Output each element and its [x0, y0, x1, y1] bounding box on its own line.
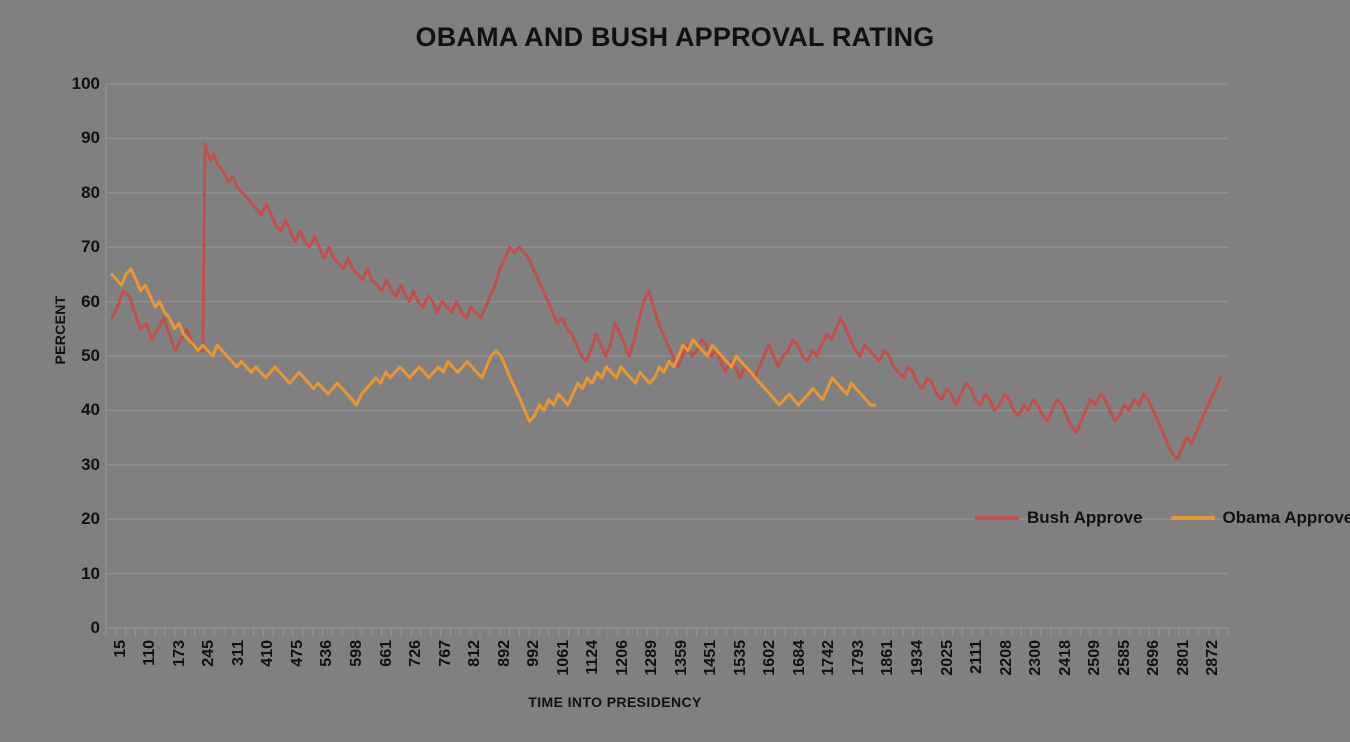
legend-swatch-bush	[975, 516, 1019, 520]
x-tick-label: 2025	[938, 640, 956, 676]
x-tick-label: 1206	[613, 640, 631, 676]
x-tick-label: 2208	[997, 640, 1015, 676]
y-tick-label: 20	[81, 509, 100, 529]
y-tick-label: 0	[90, 618, 100, 637]
x-tick-label: 1359	[672, 640, 690, 676]
y-tick-label: 100	[71, 74, 100, 93]
y-tick-label: 30	[81, 454, 100, 474]
x-tick-label: 661	[377, 640, 395, 667]
x-tick-label: 245	[200, 640, 218, 667]
axis-tick-marks	[105, 628, 1229, 636]
x-tick-label: 2801	[1174, 640, 1192, 676]
x-tick-label: 812	[466, 640, 484, 667]
x-tick-label: 1289	[643, 640, 661, 676]
x-tick-label: 1742	[820, 640, 838, 676]
x-tick-label: 2111	[968, 640, 986, 674]
legend-label-obama: Obama Approve	[1222, 508, 1350, 527]
x-tick-label: 1684	[790, 640, 808, 676]
x-tick-label: 1602	[761, 640, 779, 676]
y-tick-label: 50	[81, 346, 100, 365]
x-tick-label: 1535	[731, 640, 749, 676]
x-tick-label: 536	[318, 640, 336, 667]
x-tick-label: 1793	[849, 640, 867, 676]
x-tick-label: 410	[259, 640, 277, 667]
x-tick-label: 311	[229, 640, 247, 666]
legend-swatch-obama	[1170, 516, 1215, 520]
x-tick-label: 475	[288, 640, 306, 667]
x-tick-label: 2509	[1086, 640, 1104, 676]
x-tick-label: 892	[495, 640, 513, 667]
x-tick-label: 1451	[702, 640, 720, 676]
x-tick-label: 2418	[1056, 640, 1074, 676]
legend-item-bush[interactable]: Bush Approve	[975, 508, 1143, 528]
series-lines	[110, 142, 1222, 461]
y-tick-label: 80	[81, 182, 100, 202]
x-tick-label: 2300	[1027, 640, 1045, 676]
series-line-bush	[110, 142, 1222, 461]
y-tick-label: 60	[81, 291, 100, 311]
legend-label-bush: Bush Approve	[1027, 508, 1143, 527]
chart-title: OBAMA AND BUSH APPROVAL RATING	[415, 22, 935, 52]
x-tick-label: 173	[170, 640, 188, 667]
x-tick-label: 1934	[908, 640, 926, 676]
series-line-obama	[110, 267, 876, 423]
x-tick-label: 2696	[1145, 640, 1163, 676]
y-tick-label: 40	[81, 400, 100, 420]
x-tick-label: 1061	[554, 640, 572, 676]
x-axis-title: TIME INTO PRESIDENCY	[528, 694, 702, 710]
x-tick-label: 2872	[1204, 640, 1222, 676]
y-tick-label: 70	[81, 237, 100, 257]
x-tick-label: 110	[141, 640, 159, 666]
x-tick-label: 2585	[1115, 640, 1133, 676]
x-tick-label: 726	[407, 640, 425, 667]
x-tick-label: 1124	[584, 640, 602, 675]
y-tick-label: 10	[81, 563, 100, 583]
y-tick-label: 90	[81, 128, 100, 148]
x-tick-label: 767	[436, 640, 454, 667]
x-tick-label: 15	[111, 640, 129, 658]
chart-legend: Bush Approve Obama Approve	[975, 508, 1350, 528]
y-axis-tick-labels: 0 10 20 30 40 50 60 70 80 90 100	[48, 0, 100, 742]
x-tick-label: 1861	[879, 640, 897, 676]
x-tick-label: 992	[525, 640, 543, 667]
legend-item-obama[interactable]: Obama Approve	[1170, 508, 1350, 528]
x-tick-label: 598	[347, 640, 365, 667]
